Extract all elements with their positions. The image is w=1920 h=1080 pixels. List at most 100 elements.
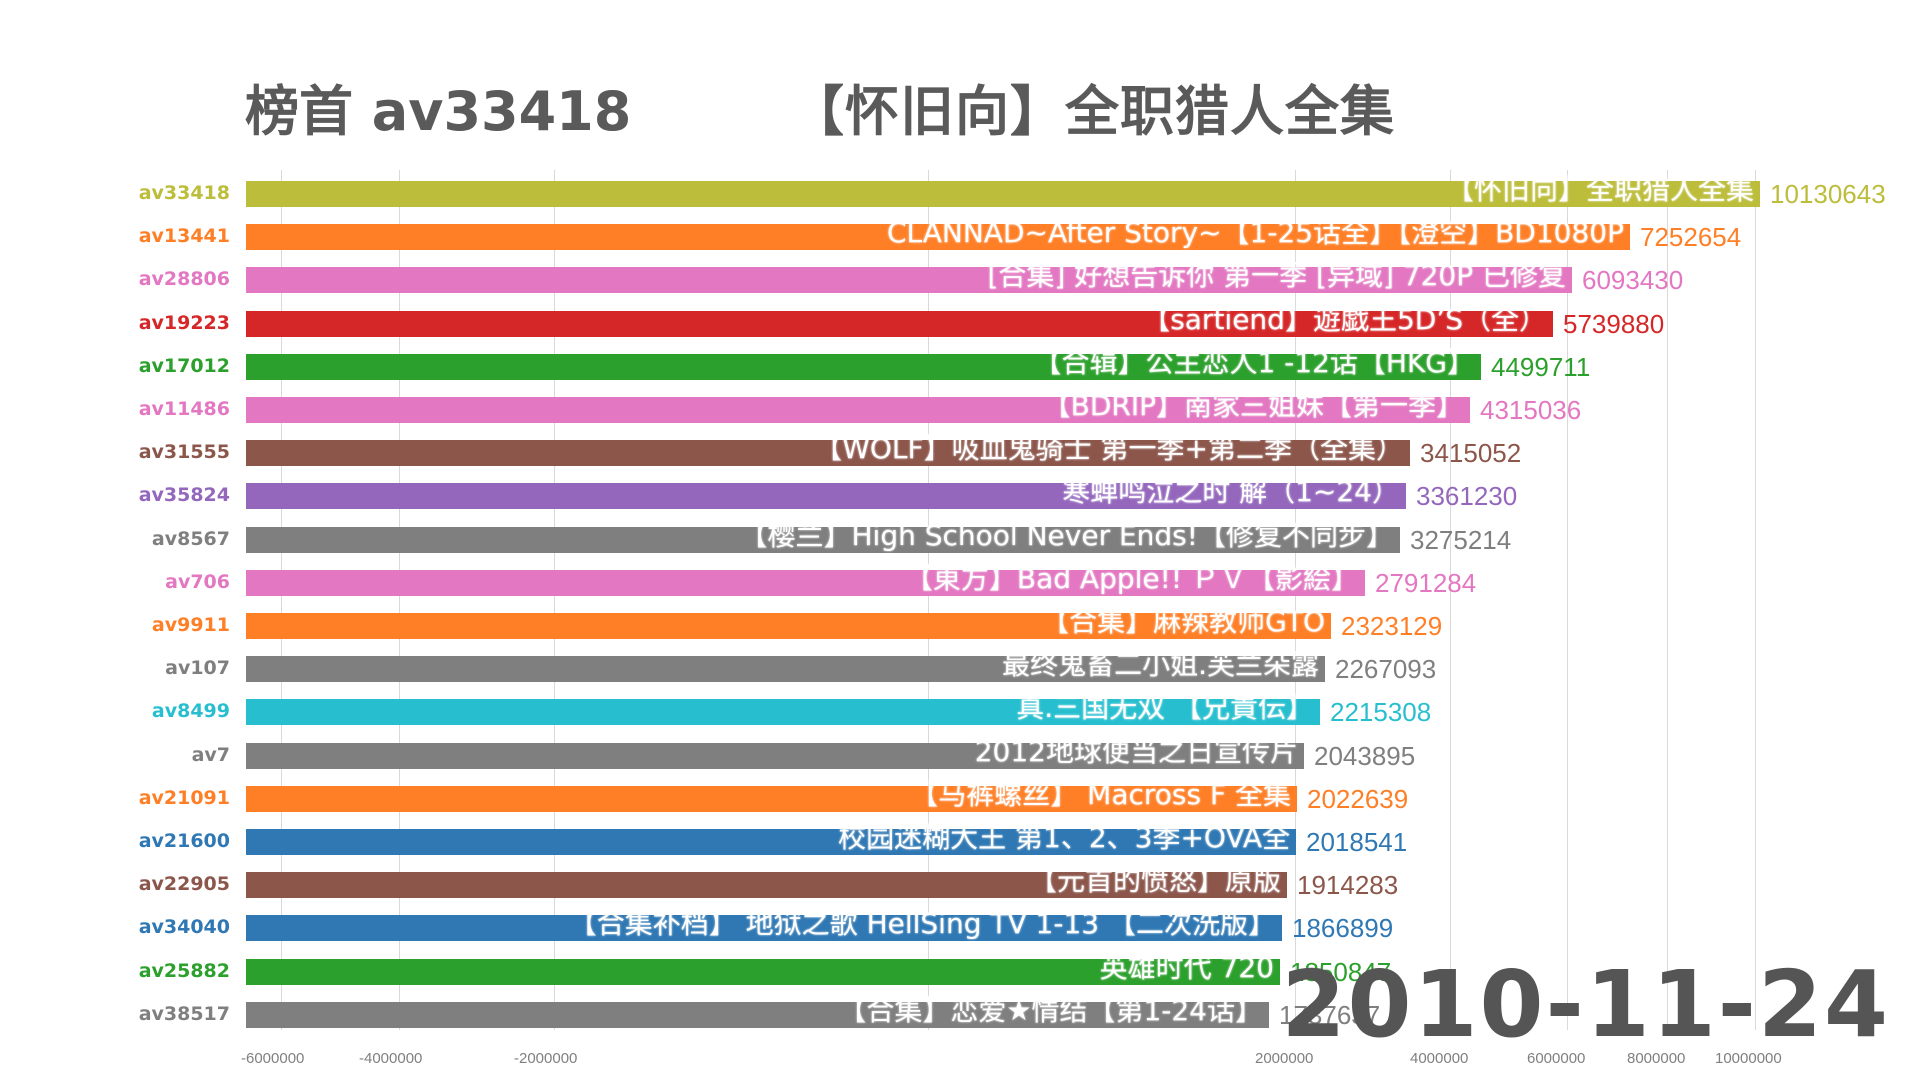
bar-title: 寒蝉鸣泣之时 解（1~24） (1062, 475, 1400, 509)
row-id-label: av34040 (138, 916, 230, 939)
bar-row: av17012 【合辑】公主恋人1 -12话【HKG】 4499711 (0, 346, 1920, 397)
bar-row: av706 【東方】Bad Apple!! ＰＶ【影絵】 2791284 (0, 562, 1920, 613)
row-id-label: av35824 (138, 484, 230, 507)
bar-row: av21600 校园迷糊大王 第1、2、3季+OVA全 2018541 (0, 821, 1920, 872)
bar-value: 1914283 (1297, 870, 1399, 901)
bar: 【合辑】公主恋人1 -12话【HKG】 (246, 346, 1481, 380)
bar-value: 5739880 (1563, 308, 1665, 339)
row-id-label: av25882 (138, 959, 230, 982)
bar-value: 3275214 (1410, 524, 1512, 555)
bar-row: av8499 真.三国无双 【兄貴伝】 2215308 (0, 691, 1920, 742)
bar-value: 2018541 (1306, 827, 1408, 857)
bar: 真.三国无双 【兄貴伝】 (246, 691, 1320, 726)
x-tick-label: -2000000 (514, 1050, 578, 1067)
gridline (399, 170, 400, 1030)
bar-value: 2267093 (1335, 654, 1437, 685)
bar: 英雄时代 720 (246, 951, 1280, 985)
bar-value: 3361230 (1416, 481, 1518, 512)
bar: 2012地球便当之日宣传片 (246, 735, 1304, 769)
bar-title: 最终鬼畜二小姐.芙兰朵露 (1002, 648, 1319, 682)
row-id-label: av13441 (138, 225, 230, 248)
bar: 【合集】恋爱★情结【第1-24话】 (246, 994, 1269, 1028)
gridline (281, 170, 282, 1030)
bar-title: 【BDRIP】南家三姐妹【第一季】 (1042, 389, 1464, 422)
bar: 【樱兰】High School Never Ends!【修复不同步】 (246, 519, 1400, 553)
row-id-label: av21091 (138, 786, 230, 809)
bar: 寒蝉鸣泣之时 解（1~24） (246, 475, 1406, 510)
bar-value: 2323129 (1341, 611, 1443, 641)
bar-row: av8567 【樱兰】High School Never Ends!【修复不同步】… (0, 519, 1920, 570)
row-id-label: av9911 (151, 614, 230, 636)
bar-title: 【合集】麻辣教师GTO (1041, 605, 1325, 638)
bar-title: 英雄时代 720 (1099, 950, 1274, 984)
date-label: 2010-11-24 (1281, 951, 1890, 1058)
bar-value: 7252654 (1640, 222, 1742, 253)
gridline (1450, 170, 1451, 1030)
row-id-label: av19223 (138, 311, 230, 334)
row-id-label: av17012 (138, 354, 230, 377)
row-id-label: av31555 (138, 441, 230, 464)
bar-value: 2791284 (1375, 567, 1477, 598)
bar-row: av28806 [合集] 好想告诉你 第一季 [异域] 720P 已修复 60934… (0, 259, 1920, 310)
bar-row: av107 最终鬼畜二小姐.芙兰朵露 2267093 (0, 648, 1920, 699)
bar-title: 【東方】Bad Apple!! ＰＶ【影絵】 (904, 561, 1359, 595)
bar-value: 10130643 (1770, 179, 1886, 209)
row-id-label: av7 (191, 743, 230, 766)
bar-title: 2012地球便当之日宣传片 (974, 734, 1298, 768)
row-id-label: av706 (165, 570, 230, 593)
row-id-label: av21600 (138, 830, 230, 852)
gridline (928, 170, 929, 1030)
bar-value: 2043895 (1314, 740, 1416, 771)
gridline (1667, 170, 1668, 1030)
bar-value: 6093430 (1582, 265, 1684, 296)
bar-row: av13441 CLANNAD~After Story~【1-25话全】【澄空】B… (0, 216, 1920, 267)
row-id-label: av28806 (138, 268, 230, 291)
bar: 【马裤螺丝】 Macross F 全集 (246, 778, 1297, 812)
bar: CLANNAD~After Story~【1-25话全】【澄空】BD1080P (246, 216, 1630, 251)
bar: 最终鬼畜二小姐.芙兰朵露 (246, 648, 1325, 683)
x-tick-label: 2000000 (1255, 1050, 1314, 1067)
x-tick-label: -6000000 (241, 1050, 305, 1067)
bar-value: 4499711 (1491, 351, 1591, 382)
bar-title: 校园迷糊大王 第1、2、3季+OVA全 (838, 821, 1290, 854)
bar-value: 1866899 (1292, 913, 1394, 944)
x-tick-label: 6000000 (1527, 1050, 1586, 1067)
bar-value: 1737637 (1279, 999, 1381, 1030)
x-tick-label: 8000000 (1627, 1050, 1686, 1067)
bar: 【合集补档】 地狱之歌 HellSing TV 1-13 【二次洗版】 (246, 907, 1282, 942)
bar-row: av19223 【sartiend】遊戯王5D’S（全） 5739880 (0, 303, 1920, 354)
bar-row: av35824 寒蝉鸣泣之时 解（1~24） 3361230 (0, 475, 1920, 526)
bar: [合集] 好想告诉你 第一季 [异域] 720P 已修复 (246, 259, 1572, 294)
bar-title: 【合辑】公主恋人1 -12话【HKG】 (1033, 345, 1475, 379)
bar-title: 【合集补档】 地狱之歌 HellSing TV 1-13 【二次洗版】 (568, 907, 1276, 941)
bar: 【東方】Bad Apple!! ＰＶ【影絵】 (246, 562, 1365, 596)
bar-row: av7 2012地球便当之日宣传片 2043895 (0, 735, 1920, 786)
bar-title: 【怀旧向】全职猎人全集 (1445, 173, 1754, 206)
bar-title: 【马裤螺丝】 Macross F 全集 (910, 777, 1291, 811)
row-id-label: av8499 (151, 700, 230, 723)
bar: 【sartiend】遊戯王5D’S（全） (246, 303, 1553, 337)
bar: 【怀旧向】全职猎人全集 (246, 173, 1760, 207)
bar-value: 3415052 (1420, 438, 1522, 469)
bar-value: 1850847 (1290, 956, 1392, 987)
bar-row: av25882 英雄时代 720 1850847 (0, 951, 1920, 1002)
leader-label: 榜首 av33418 (245, 80, 632, 143)
bar: 【元首的愤怒】原版 (246, 864, 1287, 899)
bar-row: av21091 【马裤螺丝】 Macross F 全集 2022639 (0, 778, 1920, 829)
gridline (1755, 170, 1756, 1030)
row-id-label: av8567 (151, 527, 230, 550)
x-tick-label: -4000000 (359, 1050, 423, 1067)
bar-value: 2215308 (1330, 697, 1432, 728)
bar-title: 【WOLF】吸血鬼骑士 第一季+第二季（全集） (814, 432, 1404, 466)
bar-row: av31555 【WOLF】吸血鬼骑士 第一季+第二季（全集） 3415052 (0, 432, 1920, 483)
x-tick-label: 4000000 (1410, 1050, 1469, 1067)
bar-title: CLANNAD~After Story~【1-25话全】【澄空】BD1080P (886, 216, 1624, 250)
bar-title: 【sartiend】遊戯王5D’S（全） (1142, 302, 1547, 336)
gridline (1567, 170, 1568, 1030)
leader-title: 【怀旧向】全职猎人全集 (790, 80, 1395, 143)
bar-row: av11486 【BDRIP】南家三姐妹【第一季】 4315036 (0, 389, 1920, 440)
bar-title: [合集] 好想告诉你 第一季 [异域] 720P 已修复 (987, 259, 1566, 293)
bar-row: av38517 【合集】恋爱★情结【第1-24话】 1737637 (0, 994, 1920, 1045)
row-id-label: av38517 (138, 1002, 230, 1025)
bar-row: av9911 【合集】麻辣教师GTO 2323129 (0, 605, 1920, 656)
